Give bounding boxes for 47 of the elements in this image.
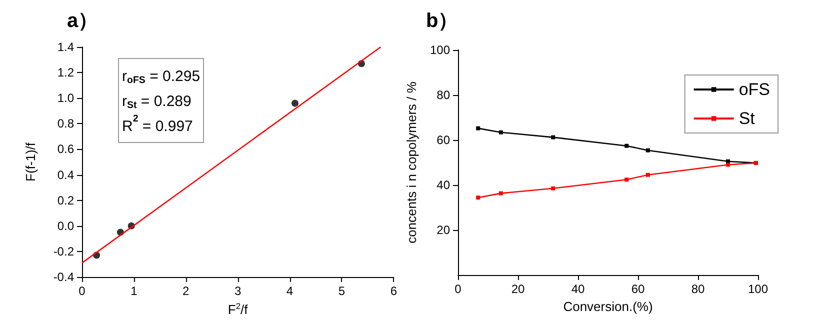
x-tick-label: 3 [234, 284, 242, 298]
point [476, 126, 480, 130]
legend-label: oFS [738, 80, 770, 99]
chart-title: b） [426, 10, 458, 32]
point [498, 191, 503, 196]
y-tick-label: 20 [436, 223, 450, 237]
x-tick-label: 60 [631, 282, 645, 296]
x-tick-label: 0 [454, 282, 462, 296]
y-tick-label: 0.0 [57, 218, 74, 233]
y-tick-label: 1.2 [57, 66, 74, 80]
x-tick-label: 4 [286, 284, 294, 298]
y-tick-label: -0.2 [53, 244, 74, 258]
point [498, 130, 503, 134]
y-tick-label: 0.6 [57, 142, 74, 156]
y-tick-label: -0.4 [53, 270, 74, 284]
point [551, 135, 556, 140]
y-tick-label: 1.0 [57, 91, 74, 106]
x-tick-label: 40 [571, 282, 585, 296]
y-tick-label: 0.2 [57, 193, 74, 208]
point [624, 178, 629, 182]
x-tick-label: 0 [78, 284, 86, 298]
point [291, 100, 298, 107]
y-axis-title: F(f-1)/f [23, 142, 38, 182]
y-tick-label: 40 [436, 178, 450, 192]
chart-title: a） [67, 10, 98, 32]
y-tick-label: 0.8 [57, 116, 74, 131]
y-tick-label: 100 [430, 43, 450, 57]
x-tick-label: 1 [130, 284, 138, 298]
x-tick-label: 2 [182, 284, 190, 298]
point [646, 148, 650, 152]
y-tick-label: 0.4 [57, 168, 74, 182]
legend-label: St [738, 109, 756, 128]
x-tick-label: 80 [691, 282, 705, 296]
point [551, 186, 556, 190]
x-tick-label: 100 [748, 282, 768, 296]
y-tick-label: 1.4 [57, 40, 74, 54]
point [726, 162, 730, 167]
y-tick-label: 60 [436, 133, 450, 147]
x-tick-label: 6 [390, 284, 398, 298]
y-axis-title: concents i n copolymers / % [404, 81, 419, 244]
x-axis-title: Conversion.(%) [563, 299, 653, 314]
x-tick-label: 5 [338, 284, 346, 298]
x-tick-label: 20 [511, 282, 525, 296]
point [624, 144, 629, 148]
y-tick-label: 80 [436, 88, 450, 102]
point [476, 196, 480, 200]
point [646, 172, 650, 177]
